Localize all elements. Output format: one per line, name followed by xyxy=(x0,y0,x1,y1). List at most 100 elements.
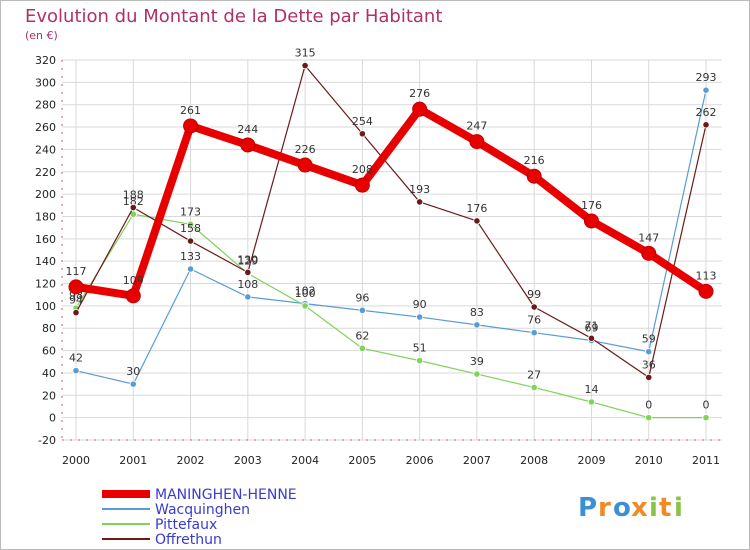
series-line xyxy=(75,213,707,419)
data-label: 188 xyxy=(123,189,144,202)
data-label: 254 xyxy=(352,115,373,128)
y-tick-label: 160 xyxy=(35,233,56,246)
data-label: 51 xyxy=(413,342,427,355)
data-label: 109 xyxy=(123,274,144,287)
series-wacquinghen: 42 30 133 108 102 96 90 83 76 69 59 293 xyxy=(69,71,717,388)
data-point xyxy=(72,367,80,375)
data-label: 0 xyxy=(645,399,652,412)
y-tick-label: 220 xyxy=(35,166,56,179)
series-group: 4230133108102969083766959293981821731291… xyxy=(66,47,717,422)
data-point xyxy=(702,414,710,422)
data-point xyxy=(645,348,653,356)
y-tick-label: 60 xyxy=(42,345,56,358)
data-label: 216 xyxy=(524,154,545,167)
data-point xyxy=(587,398,596,406)
y-tick-label: 180 xyxy=(35,210,56,223)
y-tick-label: 300 xyxy=(35,76,56,89)
data-label: 69 xyxy=(584,322,598,335)
data-label: 193 xyxy=(409,183,430,196)
x-tick-label: 2003 xyxy=(234,454,262,467)
data-label: 129 xyxy=(237,254,258,267)
data-point xyxy=(641,245,657,261)
chart-subtitle: (en €) xyxy=(25,29,58,42)
data-label: 247 xyxy=(466,120,487,133)
data-point xyxy=(129,380,137,388)
data-point xyxy=(301,302,309,310)
data-label: 117 xyxy=(66,265,87,278)
data-label: 36 xyxy=(642,358,656,371)
data-point xyxy=(645,373,653,382)
data-point xyxy=(645,414,653,422)
x-tick-label: 2008 xyxy=(520,454,548,467)
grid xyxy=(61,59,722,441)
brand-letter: i xyxy=(649,493,658,523)
data-label: 27 xyxy=(527,368,541,381)
data-label: 182 xyxy=(123,195,144,208)
data-label: 71 xyxy=(584,319,598,332)
data-label: 83 xyxy=(470,306,484,319)
data-point xyxy=(698,283,714,299)
data-point xyxy=(530,329,538,337)
data-label: 158 xyxy=(180,222,201,235)
data-point xyxy=(186,265,195,273)
legend-label: Offrethun xyxy=(155,532,222,548)
x-tick-label: 2002 xyxy=(177,454,205,467)
data-point xyxy=(473,370,481,378)
data-point xyxy=(530,303,538,311)
data-label: 261 xyxy=(180,104,201,117)
x-tick-label: 2004 xyxy=(291,454,319,467)
data-label: 96 xyxy=(355,291,369,304)
y-tick-label: 200 xyxy=(35,188,56,201)
y-tick-label: 100 xyxy=(35,300,56,313)
data-point xyxy=(702,86,710,94)
data-point xyxy=(416,357,424,365)
data-label: 90 xyxy=(413,298,427,311)
legend-label: Pittefaux xyxy=(155,517,217,533)
y-tick-label: 20 xyxy=(42,389,56,402)
brand-letter: P xyxy=(578,493,597,523)
data-point xyxy=(125,288,141,304)
x-tick-label: 2007 xyxy=(463,454,491,467)
data-point xyxy=(702,121,710,129)
data-label: 94 xyxy=(69,294,83,307)
data-label: 102 xyxy=(295,285,316,298)
brand-letter: r xyxy=(598,493,611,523)
y-tick-label: 140 xyxy=(35,255,56,268)
data-label: 293 xyxy=(696,71,717,84)
data-point xyxy=(526,168,542,184)
y-tick-label: 120 xyxy=(35,278,56,291)
legend-label: Wacquinghen xyxy=(155,502,250,518)
chart-title: Evolution du Montant de la Dette par Hab… xyxy=(25,6,442,27)
data-label: 30 xyxy=(126,365,140,378)
y-tick-label: 320 xyxy=(35,54,56,67)
data-label: 59 xyxy=(642,333,656,346)
data-label: 130 xyxy=(237,253,258,266)
data-label: 276 xyxy=(409,87,430,100)
series-maninghen-henne: 117 109 261 244 226 208 276 247 216 176 147 113 xyxy=(66,87,717,304)
data-label: 76 xyxy=(527,314,541,327)
data-point xyxy=(129,203,137,212)
data-label: 244 xyxy=(237,123,258,136)
y-tick-label: 80 xyxy=(42,322,56,335)
x-tick-label: 2011 xyxy=(692,454,720,467)
data-label: 99 xyxy=(527,288,541,301)
data-point xyxy=(416,313,424,321)
data-point xyxy=(68,279,84,295)
brand-letter: x xyxy=(631,493,648,523)
series-line xyxy=(75,64,707,379)
data-point xyxy=(587,334,596,342)
y-tick-label: 280 xyxy=(35,99,56,112)
data-point xyxy=(473,321,481,329)
data-label: 62 xyxy=(355,329,369,342)
brand-logo: P r o x i t i xyxy=(578,493,683,523)
data-point xyxy=(358,306,366,314)
x-axis: 2000 2001 2002 2003 2004 2005 2006 2007 2008 2009… xyxy=(62,454,720,467)
y-tick-label: 240 xyxy=(35,143,56,156)
data-point xyxy=(240,137,256,153)
data-label: 133 xyxy=(180,250,201,263)
x-tick-label: 2005 xyxy=(348,454,376,467)
y-tick-label: 0 xyxy=(49,412,56,425)
